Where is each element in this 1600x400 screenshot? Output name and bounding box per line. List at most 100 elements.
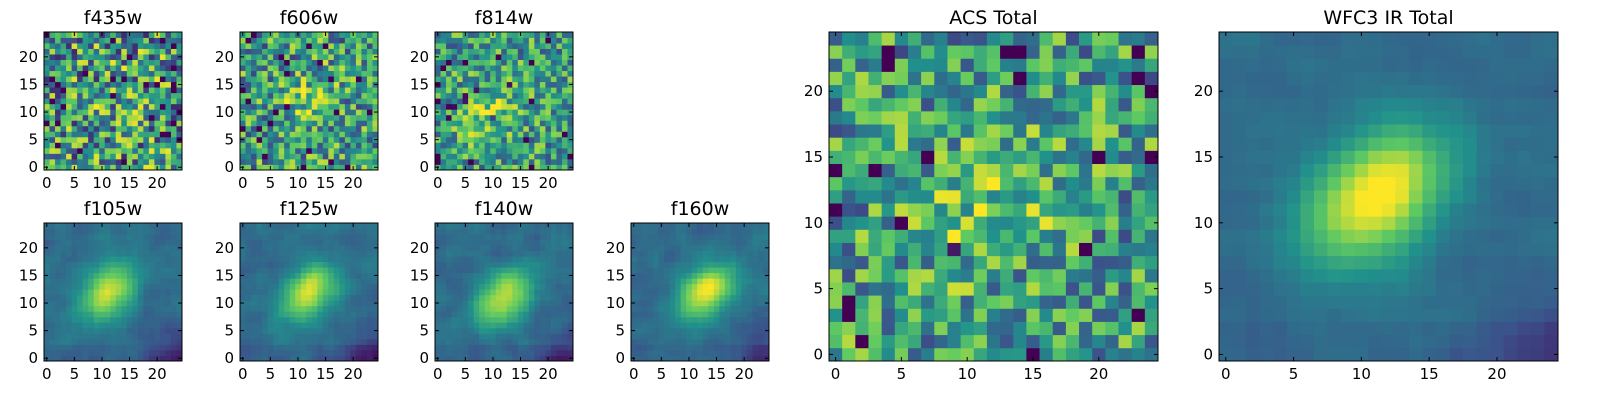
heatmap-cell (752, 272, 759, 279)
heatmap-cell (512, 322, 519, 329)
heatmap-cell (267, 87, 274, 94)
heatmap-cell (735, 223, 742, 229)
heatmap-cell (267, 153, 274, 160)
heatmap-cell (719, 250, 726, 257)
heatmap-cell (333, 283, 340, 290)
heatmap-cell (273, 120, 280, 127)
heatmap-cell (115, 239, 122, 246)
heatmap-cell (344, 322, 351, 329)
heatmap-cell (49, 239, 56, 246)
heatmap-cell (506, 344, 513, 351)
heatmap-cell (556, 120, 563, 127)
heatmap-cell (550, 158, 557, 165)
heatmap-cell (284, 327, 291, 334)
heatmap-cell (484, 327, 491, 334)
heatmap-cell (284, 37, 291, 44)
heatmap-cell (1092, 268, 1106, 283)
heatmap-cell (143, 250, 150, 257)
heatmap-cell (534, 131, 541, 138)
heatmap-cell (77, 228, 84, 235)
heatmap-cell (921, 242, 935, 257)
heatmap-cell (251, 305, 257, 312)
heatmap-cell (675, 333, 682, 340)
heatmap-cell (752, 311, 759, 318)
heatmap-cell (148, 327, 155, 334)
heatmap-cell (1000, 308, 1014, 322)
heatmap-cell (473, 43, 480, 49)
heatmap-cell (289, 278, 296, 285)
heatmap-cell (842, 176, 856, 191)
heatmap-cell (446, 76, 452, 83)
heatmap-cell (534, 256, 541, 263)
heatmap-cell (71, 344, 78, 351)
heatmap-cell (93, 234, 100, 240)
heatmap-cell (121, 305, 128, 312)
heatmap-cell (1026, 203, 1040, 217)
heatmap-cell (165, 76, 172, 83)
heatmap-cell (741, 239, 748, 246)
heatmap-cell (154, 305, 161, 312)
heatmap-cell (350, 234, 357, 240)
heatmap-cell (350, 76, 357, 83)
heatmap-cell (306, 158, 313, 165)
heatmap-cell (440, 87, 447, 94)
heatmap-cell (77, 54, 84, 60)
heatmap-cell (1052, 229, 1067, 243)
heatmap-cell (490, 43, 497, 49)
heatmap-cell (300, 32, 307, 38)
heatmap-cell (60, 333, 67, 340)
heatmap-cell (339, 76, 346, 83)
heatmap-cell (746, 250, 753, 257)
heatmap-cell (1118, 321, 1133, 336)
heatmap-cell (473, 65, 480, 72)
heatmap-cell (440, 256, 447, 263)
heatmap-cell (300, 125, 307, 132)
heatmap-cell (295, 300, 302, 307)
heatmap-cell (691, 300, 698, 307)
heatmap-cell (730, 245, 737, 251)
heatmap-cell (686, 327, 693, 334)
heatmap-cell (66, 76, 72, 83)
heatmap-cell (479, 239, 486, 246)
heatmap-cell (289, 54, 296, 60)
heatmap-cell (921, 216, 935, 230)
heatmap-cell (1052, 216, 1067, 230)
heatmap-cell (691, 228, 698, 235)
heatmap-cell (647, 344, 654, 351)
heatmap-cell (680, 228, 687, 235)
heatmap-cell (317, 158, 324, 165)
heatmap-cell (691, 239, 698, 246)
heatmap-cell (262, 164, 268, 171)
heatmap-cell (126, 98, 133, 105)
heatmap-cell (697, 289, 704, 296)
heatmap-cell (82, 239, 89, 246)
heatmap-image (631, 223, 770, 362)
heatmap-cell (479, 250, 486, 257)
heatmap-cell (333, 70, 340, 77)
heatmap-cell (468, 278, 475, 285)
heatmap-cell (71, 316, 78, 323)
heatmap-cell (446, 267, 452, 274)
heatmap-cell (366, 311, 373, 318)
heatmap-cell (251, 333, 257, 340)
heatmap-cell (176, 76, 183, 83)
heatmap-cell (462, 37, 469, 44)
heatmap-cell (462, 300, 469, 307)
heatmap-cell (154, 92, 161, 99)
heatmap-cell (752, 256, 759, 263)
heatmap-cell (311, 300, 318, 307)
heatmap-cell (137, 158, 144, 165)
heatmap-cell (126, 103, 133, 110)
heatmap-cell (256, 120, 263, 127)
heatmap-cell (1131, 268, 1146, 283)
heatmap-cell (240, 338, 246, 345)
heatmap-cell (1065, 268, 1080, 283)
heatmap-cell (99, 250, 106, 257)
heatmap-cell (88, 37, 95, 44)
x-tick-label: 5 (461, 174, 471, 192)
heatmap-cell (636, 327, 643, 334)
heatmap-cell (1013, 189, 1027, 204)
heatmap-cell (49, 158, 56, 165)
heatmap-cell (697, 234, 704, 240)
heatmap-cell (55, 333, 61, 340)
